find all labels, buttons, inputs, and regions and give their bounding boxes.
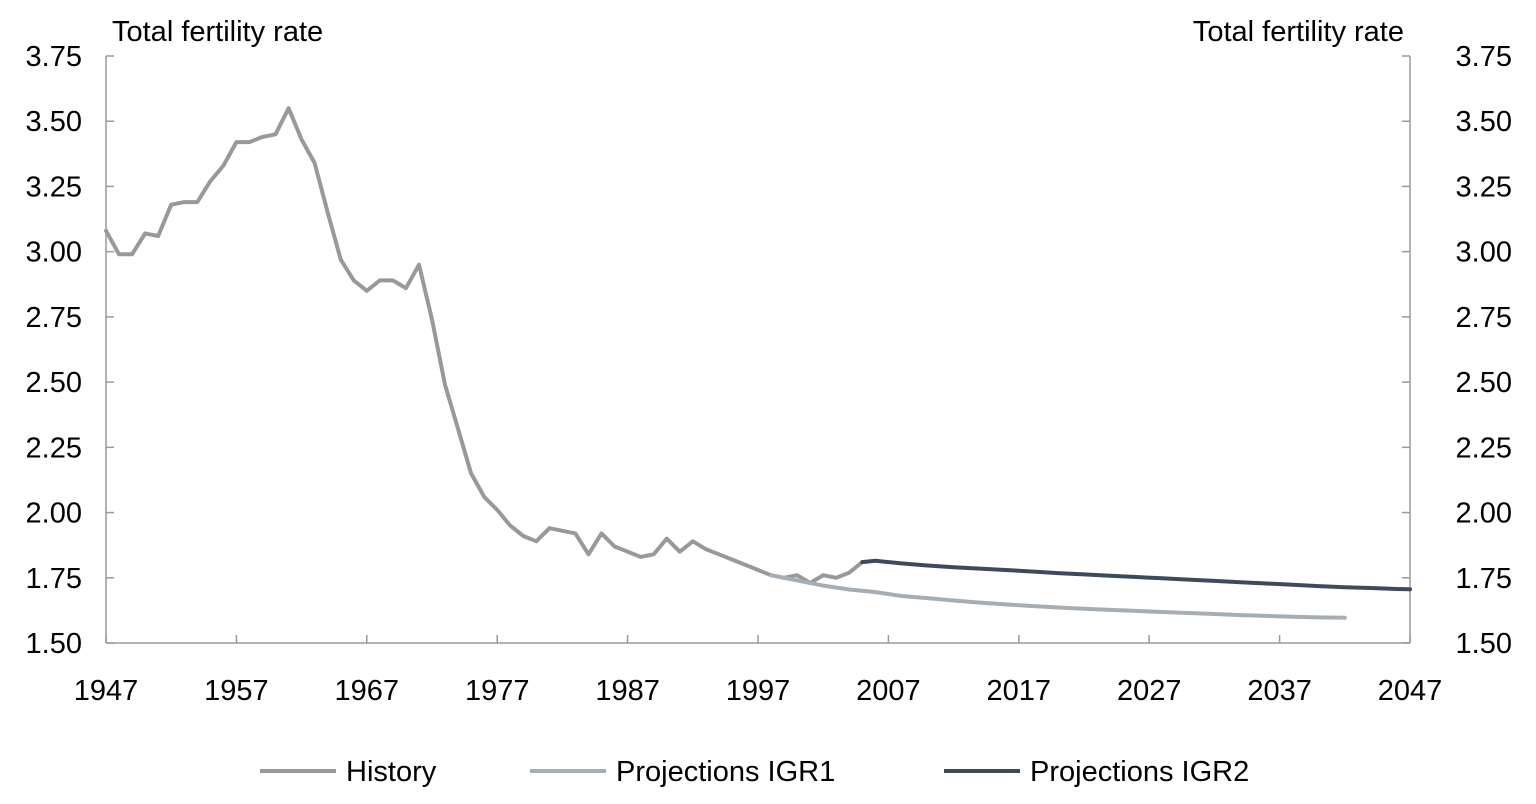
- x-tick-label: 1987: [595, 675, 660, 707]
- left-axis-title: Total fertility rate: [112, 16, 323, 48]
- series-line-projections-igr2: [860, 558, 1412, 592]
- y-tick-label-left: 2.25: [26, 432, 82, 464]
- x-tick-label: 2047: [1378, 675, 1443, 707]
- y-tick-label-left: 1.50: [26, 628, 82, 660]
- chart-series: [104, 106, 1412, 620]
- chart-legend: History Projections IGR1 Projections IGR2: [260, 756, 1249, 788]
- x-tick-label: 1957: [204, 675, 269, 707]
- x-tick-label: 2017: [987, 675, 1052, 707]
- y-tick-label-left: 2.00: [26, 498, 82, 530]
- y-tick-label-left: 2.75: [26, 302, 82, 334]
- y-tick-label-left: 3.75: [26, 41, 82, 73]
- legend-label-projections-igr1: Projections IGR1: [616, 756, 835, 788]
- y-tick-label-left: 3.00: [26, 237, 82, 269]
- chart-axes: 1.50 1.50 1.75 1.75 2.00 2.00 2.25 2.25 2.50 2.50…: [26, 41, 1512, 707]
- y-tick-label-right: 1.75: [1456, 563, 1512, 595]
- legend-label-projections-igr2: Projections IGR2: [1030, 756, 1249, 788]
- x-tick-label: 2027: [1117, 675, 1182, 707]
- y-tick-label-right: 2.75: [1456, 302, 1512, 334]
- y-tick-label-right: 3.75: [1456, 41, 1512, 73]
- x-tick-label: 2007: [856, 675, 921, 707]
- y-tick-label-right: 3.50: [1456, 106, 1512, 138]
- y-tick-label-right: 2.25: [1456, 432, 1512, 464]
- y-tick-label-left: 3.25: [26, 171, 82, 203]
- x-tick-label: 1977: [465, 675, 530, 707]
- x-tick-label: 2037: [1247, 675, 1312, 707]
- series-line-history: [104, 106, 865, 585]
- right-axis-title: Total fertility rate: [1193, 16, 1404, 48]
- y-tick-label-right: 2.00: [1456, 498, 1512, 530]
- x-tick-label: 1967: [335, 675, 400, 707]
- x-tick-label: 1997: [726, 675, 791, 707]
- y-tick-label-right: 3.25: [1456, 171, 1512, 203]
- legend-label-history: History: [346, 756, 437, 788]
- y-tick-label-right: 1.50: [1456, 628, 1512, 660]
- y-tick-label-left: 2.50: [26, 367, 82, 399]
- y-tick-label-right: 2.50: [1456, 367, 1512, 399]
- series-line-projections-igr1: [769, 573, 1347, 620]
- x-tick-label: 1947: [74, 675, 139, 707]
- y-tick-label-right: 3.00: [1456, 237, 1512, 269]
- y-tick-label-left: 1.75: [26, 563, 82, 595]
- y-tick-label-left: 3.50: [26, 106, 82, 138]
